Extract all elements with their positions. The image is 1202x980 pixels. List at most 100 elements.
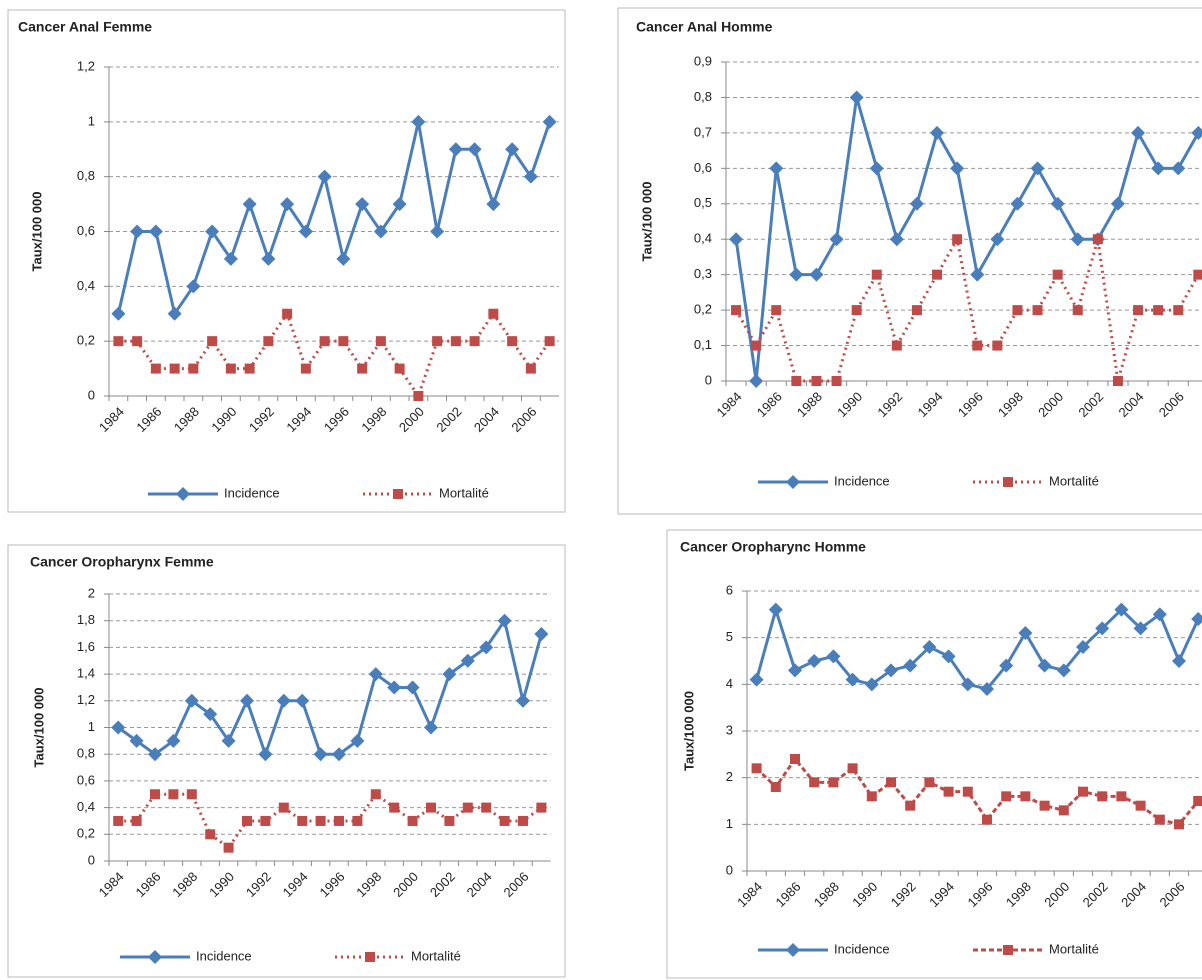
marker xyxy=(516,693,530,708)
marker xyxy=(809,777,820,788)
x-tick-label: 1990 xyxy=(208,404,239,435)
chart-title: Cancer Oropharync Homme xyxy=(680,539,866,555)
marker xyxy=(1010,196,1025,211)
x-tick-label: 1998 xyxy=(353,869,384,900)
x-tick-label: 1992 xyxy=(874,389,905,420)
marker xyxy=(148,747,162,762)
marker xyxy=(1171,161,1186,176)
marker xyxy=(479,640,494,655)
marker xyxy=(1020,791,1031,802)
marker xyxy=(407,815,418,826)
x-tick-label: 1986 xyxy=(133,404,164,435)
marker xyxy=(534,627,549,642)
marker xyxy=(188,363,199,374)
x-tick-label: 1994 xyxy=(926,879,957,910)
marker xyxy=(1152,607,1167,622)
marker xyxy=(924,777,935,788)
marker xyxy=(430,224,445,239)
marker xyxy=(866,791,877,802)
marker xyxy=(1151,161,1166,176)
marker xyxy=(544,336,555,347)
marker xyxy=(831,376,842,386)
marker xyxy=(1095,621,1110,636)
marker xyxy=(990,232,1005,247)
marker xyxy=(999,658,1014,673)
y-tick-label: 0,2 xyxy=(694,302,712,317)
marker xyxy=(851,305,862,316)
marker xyxy=(909,196,924,211)
x-tick-label: 2000 xyxy=(396,404,427,435)
marker xyxy=(1114,602,1129,617)
marker xyxy=(240,693,254,708)
y-tick-label: 4 xyxy=(726,676,733,691)
marker xyxy=(1193,796,1202,806)
marker xyxy=(941,649,956,664)
marker xyxy=(952,234,963,245)
series-line xyxy=(118,310,551,400)
marker xyxy=(1172,654,1186,668)
marker xyxy=(886,777,896,788)
y-tick-label: 0,3 xyxy=(694,266,712,281)
legend-label: Incidence xyxy=(224,485,280,500)
marker xyxy=(992,340,1003,351)
y-tick-label: 3 xyxy=(726,722,733,737)
series-line xyxy=(117,617,543,759)
marker xyxy=(1018,626,1033,640)
marker xyxy=(788,663,802,678)
y-tick-label: 0,6 xyxy=(77,223,95,238)
x-tick-label: 2004 xyxy=(1118,879,1149,910)
marker xyxy=(368,667,383,682)
marker xyxy=(1072,305,1083,316)
y-tick-label: 1,4 xyxy=(77,666,95,681)
marker xyxy=(481,802,492,813)
marker xyxy=(1056,663,1071,678)
marker xyxy=(809,267,824,282)
x-tick-label: 1998 xyxy=(995,389,1026,420)
x-tick-label: 2000 xyxy=(1035,389,1066,420)
marker xyxy=(507,336,518,347)
marker xyxy=(980,682,994,696)
marker xyxy=(826,649,841,664)
marker xyxy=(297,815,308,826)
y-tick-label: 0 xyxy=(88,852,95,867)
marker xyxy=(884,663,898,678)
x-tick-label: 1992 xyxy=(246,404,277,435)
marker xyxy=(1133,305,1144,316)
legend-label: Incidence xyxy=(834,473,890,488)
marker xyxy=(223,842,234,853)
marker xyxy=(389,802,400,813)
marker xyxy=(132,336,143,347)
marker xyxy=(1174,819,1184,830)
x-tick-label: 1984 xyxy=(734,879,765,910)
marker xyxy=(375,336,386,347)
y-tick-label: 5 xyxy=(726,629,733,644)
x-tick-label: 2006 xyxy=(508,404,539,435)
y-tick-label: 0 xyxy=(726,862,733,877)
marker xyxy=(829,232,844,247)
y-tick-label: 1 xyxy=(88,719,95,734)
marker xyxy=(1135,800,1146,811)
series-line xyxy=(734,234,1200,383)
legend-label: Mortalité xyxy=(439,485,489,500)
y-tick-label: 0 xyxy=(88,387,95,402)
chart-title: Cancer Anal Homme xyxy=(636,19,773,35)
x-tick-label: 2004 xyxy=(471,404,502,435)
marker xyxy=(849,90,864,105)
marker xyxy=(467,142,482,157)
marker xyxy=(298,224,313,239)
marker xyxy=(282,308,293,319)
marker xyxy=(970,267,985,282)
marker xyxy=(932,269,943,280)
y-axis-label: Taux/100 000 xyxy=(29,192,44,272)
x-tick-label: 1986 xyxy=(772,879,803,910)
marker xyxy=(905,800,916,811)
marker xyxy=(394,363,405,374)
marker xyxy=(542,114,557,129)
marker xyxy=(462,802,473,813)
legend-label: Mortalité xyxy=(411,948,461,963)
y-tick-label: 1 xyxy=(726,816,733,831)
y-tick-label: 0,8 xyxy=(694,89,712,104)
y-tick-label: 1,8 xyxy=(77,612,95,627)
x-tick-label: 1986 xyxy=(754,389,785,420)
marker xyxy=(1032,305,1043,316)
